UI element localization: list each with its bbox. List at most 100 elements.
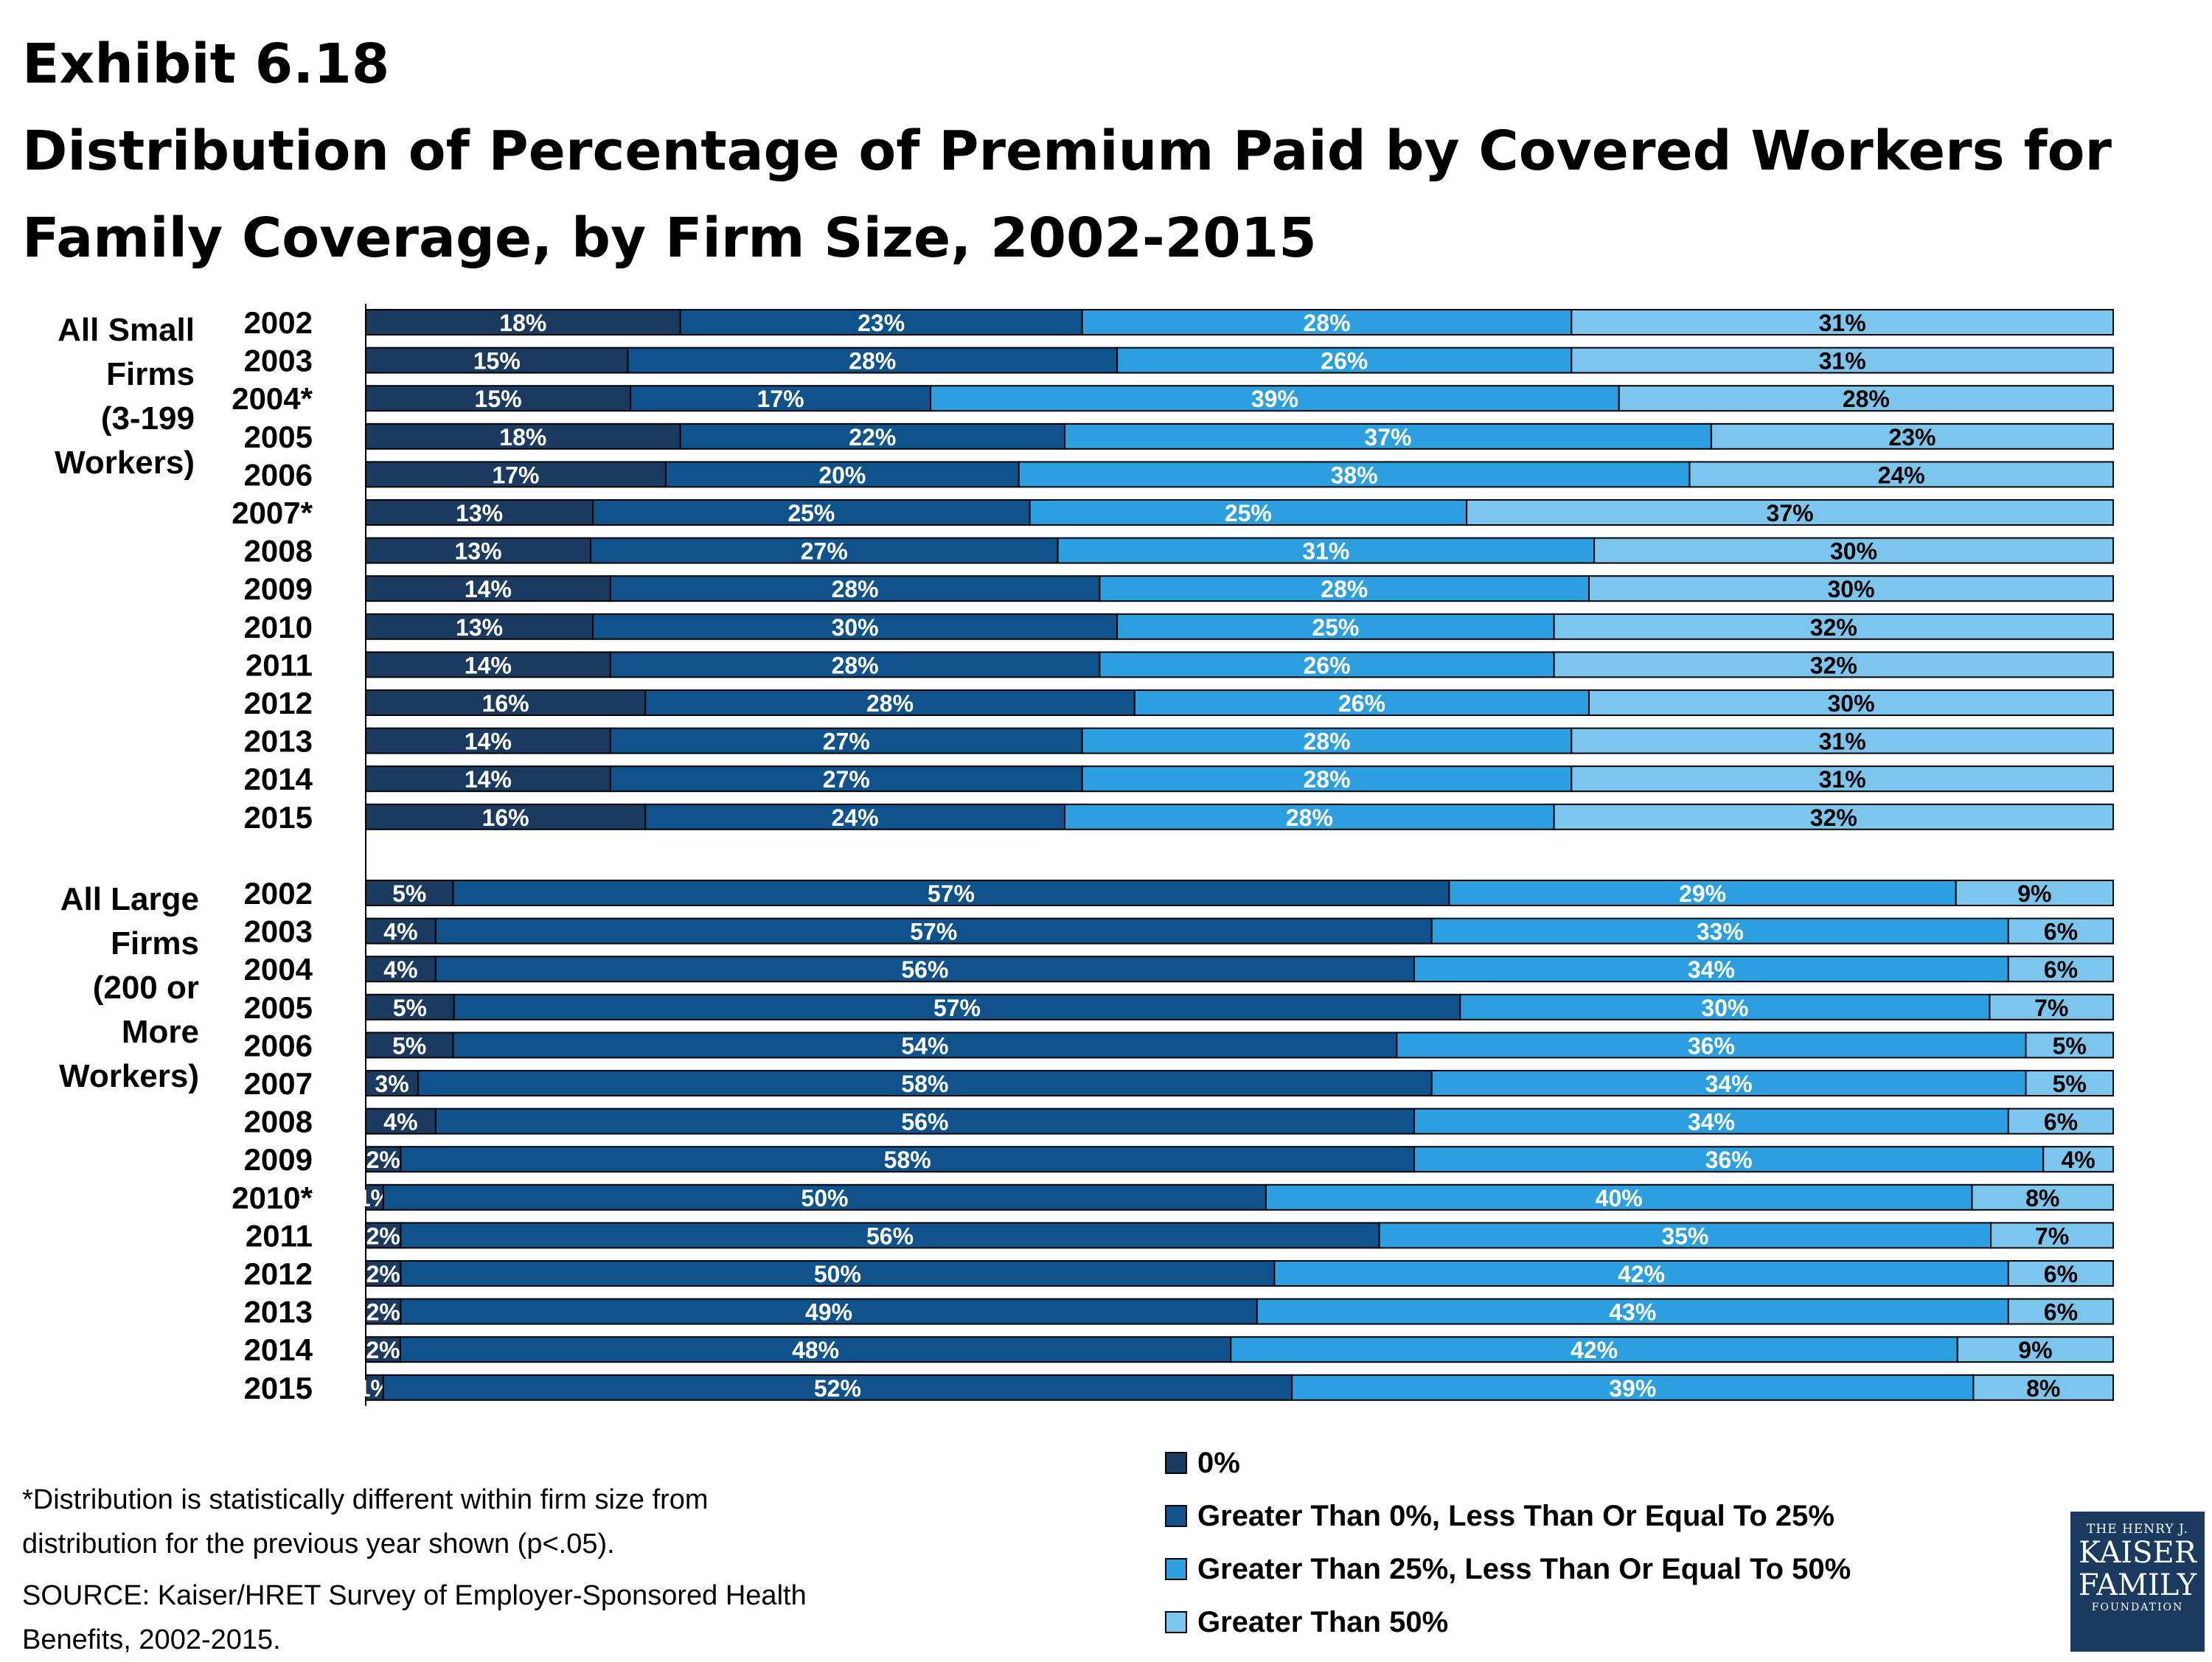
segment-to25 bbox=[452, 1032, 1398, 1059]
data-label: 31% bbox=[1819, 729, 1866, 755]
data-label: 5% bbox=[392, 880, 426, 907]
title-line-3: Family Coverage, by Firm Size, 2002-2015 bbox=[22, 206, 1317, 270]
title-line-1: Exhibit 6.18 bbox=[22, 32, 390, 96]
data-label: 48% bbox=[792, 1337, 839, 1363]
data-label: 26% bbox=[1303, 652, 1350, 678]
group-label-line: Firms bbox=[111, 925, 199, 962]
data-label: 36% bbox=[1688, 1032, 1735, 1059]
data-label: 25% bbox=[1312, 614, 1359, 641]
data-label: 4% bbox=[2061, 1147, 2095, 1173]
segment-zero bbox=[365, 956, 437, 983]
data-label: 30% bbox=[1830, 538, 1877, 565]
segment-over50 bbox=[1571, 347, 2115, 374]
data-label: 50% bbox=[801, 1185, 848, 1211]
data-label: 28% bbox=[1303, 729, 1350, 755]
data-label: 4% bbox=[383, 956, 417, 983]
data-label: 7% bbox=[2034, 995, 2068, 1021]
segment-to25 bbox=[382, 1374, 1293, 1401]
group-label-line: All Large bbox=[60, 881, 199, 917]
group-label-large-firms: All Large Firms (200 or More Workers) bbox=[22, 877, 199, 1099]
data-label: 27% bbox=[823, 729, 870, 755]
group-label-line: Workers) bbox=[59, 1058, 199, 1094]
data-label: 28% bbox=[1286, 804, 1333, 831]
segment-over50 bbox=[1571, 727, 2115, 754]
data-label: 28% bbox=[866, 690, 914, 717]
data-label: 2% bbox=[366, 1299, 400, 1326]
data-label: 13% bbox=[455, 538, 502, 565]
year-label: 2002 bbox=[244, 876, 313, 911]
segment-zero bbox=[365, 1108, 437, 1135]
segment-to50 bbox=[1256, 1298, 2009, 1325]
segment-to25 bbox=[434, 1108, 1415, 1135]
data-label: 32% bbox=[1810, 652, 1857, 678]
data-label: 9% bbox=[2017, 880, 2051, 907]
segment-to50 bbox=[1459, 993, 1991, 1021]
data-label: 18% bbox=[499, 424, 546, 451]
segment-to25 bbox=[400, 1222, 1380, 1249]
legend-label: Greater Than 50% bbox=[1197, 1605, 1449, 1638]
segment-over50 bbox=[2007, 1260, 2115, 1287]
segment-to25 bbox=[400, 1298, 1258, 1325]
segment-to25 bbox=[644, 803, 1065, 830]
title-line-2: Distribution of Percentage of Premium Pa… bbox=[22, 119, 2112, 183]
segment-to50 bbox=[1230, 1336, 1958, 1363]
segment-zero bbox=[365, 880, 454, 906]
legend-item-to50: Greater Than 25%, Less Than Or Equal To … bbox=[1165, 1543, 1851, 1596]
data-label: 30% bbox=[832, 614, 879, 641]
data-label: 2% bbox=[366, 1223, 400, 1249]
segment-to50 bbox=[1116, 347, 1573, 374]
segment-to25 bbox=[417, 1070, 1433, 1096]
segment-over50 bbox=[1588, 689, 2114, 716]
legend-swatch bbox=[1165, 1558, 1187, 1580]
data-label: 6% bbox=[2044, 1299, 2078, 1326]
data-label: 31% bbox=[1819, 348, 1866, 375]
data-label: 57% bbox=[928, 880, 975, 907]
data-label: 30% bbox=[1701, 995, 1748, 1021]
segment-to25 bbox=[664, 461, 1020, 488]
year-label: 2009 bbox=[244, 571, 313, 606]
segment-zero bbox=[365, 765, 611, 793]
legend-label: Greater Than 25%, Less Than Or Equal To … bbox=[1197, 1552, 1851, 1585]
segment-to50 bbox=[1064, 803, 1555, 830]
segment-over50 bbox=[1571, 309, 2115, 335]
group-label-line: (200 or bbox=[92, 970, 199, 1006]
data-label: 29% bbox=[1679, 880, 1726, 907]
data-label: 15% bbox=[473, 348, 521, 375]
segment-zero bbox=[365, 613, 594, 640]
data-label: 6% bbox=[2044, 956, 2078, 983]
legend-swatch bbox=[1165, 1452, 1187, 1474]
logo-line: THE HENRY J. bbox=[2087, 1522, 2188, 1537]
data-label: 8% bbox=[2026, 1375, 2060, 1402]
data-label: 28% bbox=[832, 652, 879, 678]
year-label: 2012 bbox=[244, 1256, 313, 1291]
year-label: 2010* bbox=[232, 1181, 313, 1215]
data-label: 50% bbox=[814, 1261, 861, 1287]
segment-over50 bbox=[2007, 917, 2115, 945]
segment-over50 bbox=[2007, 956, 2115, 983]
data-label: 26% bbox=[1338, 690, 1385, 717]
data-label: 6% bbox=[2044, 1109, 2078, 1136]
chart-title: Exhibit 6.18 Distribution of Percentage … bbox=[22, 21, 2190, 282]
data-label: 39% bbox=[1609, 1375, 1656, 1402]
data-label: 2% bbox=[366, 1261, 400, 1287]
segment-to25 bbox=[609, 575, 1101, 602]
segment-to50 bbox=[1133, 689, 1590, 716]
data-label: 28% bbox=[1303, 310, 1350, 336]
year-label: 2009 bbox=[244, 1142, 313, 1177]
group-label-line: Firms bbox=[106, 356, 195, 392]
year-label: 2015 bbox=[244, 1371, 313, 1405]
data-label: 6% bbox=[2044, 919, 2078, 945]
data-label: 28% bbox=[1843, 386, 1890, 412]
segment-zero bbox=[365, 651, 611, 678]
segment-to25 bbox=[679, 423, 1065, 450]
segment-to50 bbox=[1064, 423, 1712, 450]
kaiser-family-foundation-logo: THE HENRY J. KAISER FAMILY FOUNDATION bbox=[2070, 1512, 2205, 1652]
data-label: 26% bbox=[1321, 348, 1368, 375]
segment-to50 bbox=[930, 385, 1620, 412]
data-label: 31% bbox=[1819, 310, 1866, 336]
data-label: 34% bbox=[1688, 956, 1735, 983]
year-label: 2014 bbox=[244, 762, 313, 796]
data-label: 37% bbox=[1767, 500, 1814, 526]
data-label: 31% bbox=[1302, 538, 1349, 565]
data-label: 14% bbox=[465, 766, 512, 793]
